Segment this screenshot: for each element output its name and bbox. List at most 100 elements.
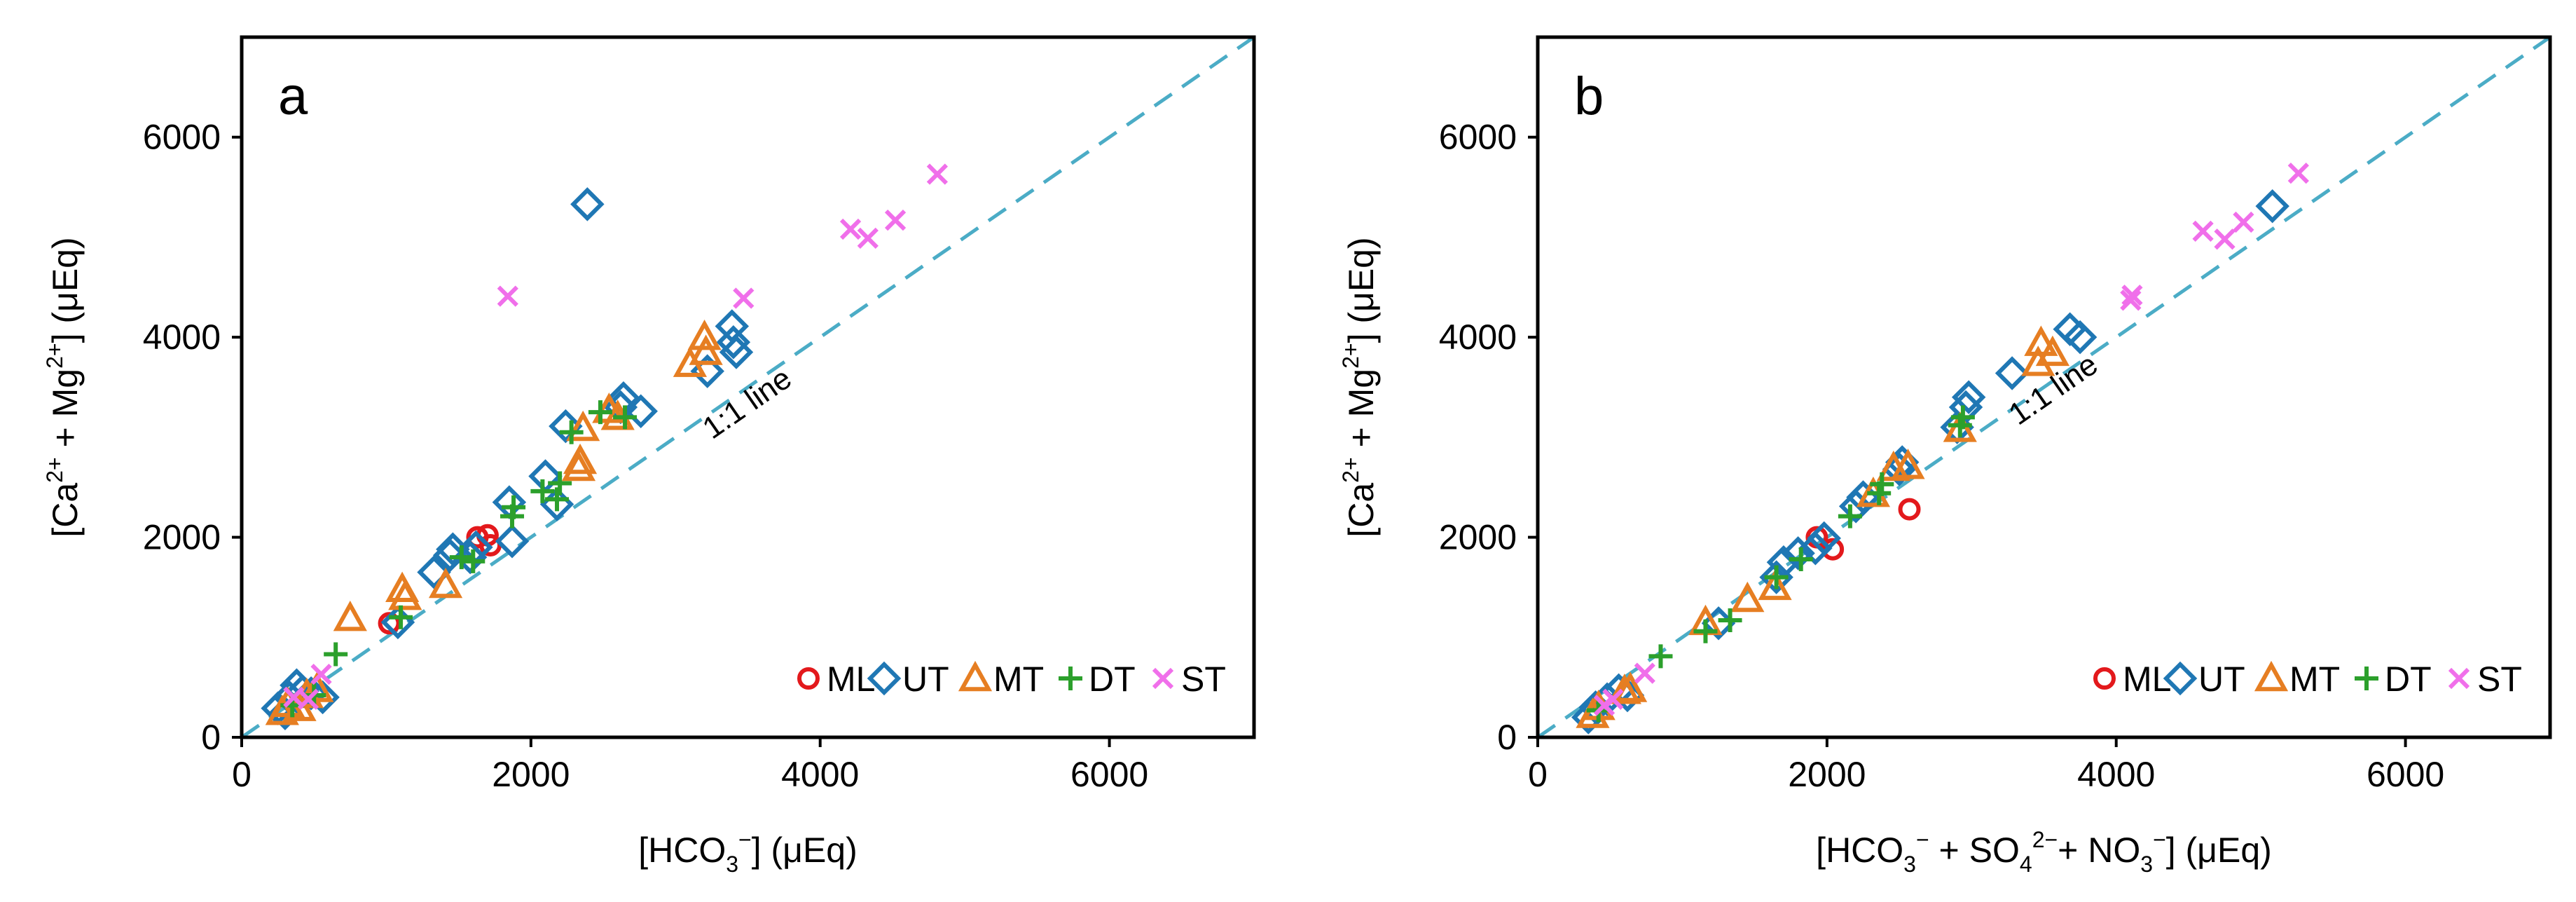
data-point-ut — [719, 335, 754, 369]
legend-marker-st — [2448, 667, 2470, 690]
data-point-dt — [613, 405, 638, 430]
data-point-ut — [492, 485, 527, 519]
y-tick-label: 2000 — [143, 518, 221, 557]
data-point-ut — [549, 409, 583, 444]
data-point-dt — [588, 400, 612, 425]
legend-label-ut: UT — [902, 660, 949, 699]
x-axis-label: [HCO3−] (μEq) — [638, 827, 857, 877]
data-point-mt — [563, 443, 598, 474]
data-point-dt — [545, 487, 570, 512]
data-point-ut — [1798, 531, 1833, 566]
x-tick-label: 4000 — [781, 755, 859, 794]
data-point-dt — [1718, 608, 1742, 633]
legend-label-st: ST — [2477, 660, 2522, 699]
legend-label-mt: MT — [993, 660, 1044, 699]
x-tick-label: 2000 — [1788, 755, 1866, 794]
data-point-st — [839, 218, 862, 240]
data-point-ut — [2062, 320, 2098, 355]
data-point-dt — [502, 495, 526, 519]
reference-line-label: 1:1 line — [696, 361, 798, 446]
chart-panel-a: 1:1 line 0 2000 4000 6000 0 2000 4000 6000 a [HCO3… — [42, 35, 1256, 877]
legend-marker-dt — [2355, 667, 2378, 690]
data-point-ut — [528, 459, 563, 493]
chart-panel-b: 1:1 line 0 2000 4000 6000 0 2000 4000 6000 b [HCO3… — [1338, 35, 2552, 877]
y-tick-label: 0 — [201, 718, 221, 757]
data-point-ut — [495, 524, 530, 559]
legend-marker-mt — [958, 660, 993, 692]
data-point-st — [2121, 285, 2143, 306]
data-point-dt — [449, 545, 474, 570]
series-dt — [1586, 405, 1975, 723]
data-point-mt — [300, 671, 334, 702]
y-tick-label: 4000 — [1439, 317, 1517, 357]
legend: ML UT MT DT ST — [797, 660, 1226, 699]
series-mt — [265, 319, 723, 725]
data-point-dt — [1648, 644, 1673, 669]
data-point-st — [2120, 289, 2142, 311]
data-point-dt — [1693, 619, 1718, 643]
data-point-st — [297, 688, 319, 710]
y-axis-label: [Ca2+ + Mg2+] (μEq) — [42, 237, 85, 537]
data-point-dt — [461, 549, 485, 573]
data-point-ml — [1898, 498, 1921, 521]
x-tick-label: 6000 — [2367, 755, 2444, 794]
data-point-dt — [1870, 472, 1894, 496]
data-point-dt — [1764, 565, 1789, 589]
data-point-mt — [1943, 411, 1977, 442]
legend-label-ml: ML — [827, 660, 875, 699]
data-point-ut — [2255, 189, 2289, 224]
data-point-mt — [333, 600, 367, 631]
data-point-ut — [1995, 356, 2030, 390]
legend-marker-ut — [867, 661, 902, 696]
data-point-mt — [566, 410, 600, 442]
legend-label-mt: MT — [2289, 660, 2340, 699]
x-tick-label: 0 — [1528, 755, 1548, 794]
series-dt — [280, 400, 638, 718]
panel-label: b — [1574, 67, 1604, 126]
data-point-mt — [2024, 325, 2058, 356]
y-tick-label: 2000 — [1439, 518, 1517, 557]
data-point-st — [2192, 220, 2214, 242]
legend: ML UT MT DT ST — [2093, 660, 2522, 699]
x-tick-label: 4000 — [2077, 755, 2155, 794]
series-ut — [1571, 189, 2289, 734]
legend-label-dt: DT — [1089, 660, 1136, 699]
data-point-ut — [1838, 489, 1873, 524]
legend-label-dt: DT — [2385, 660, 2432, 699]
data-point-dt — [1950, 405, 1975, 430]
legend-label-ml: ML — [2123, 660, 2171, 699]
series-st — [283, 163, 949, 710]
plot-frame — [240, 35, 1256, 739]
data-point-ut — [1951, 380, 1986, 415]
data-point-mt — [388, 580, 422, 610]
data-point-st — [884, 210, 907, 231]
x-tick-label: 2000 — [492, 755, 570, 794]
data-point-st — [2233, 211, 2254, 233]
data-point-st — [497, 285, 518, 307]
data-point-mt — [2035, 335, 2069, 367]
y-tick-label: 0 — [1497, 718, 1517, 757]
data-point-dt — [389, 605, 413, 629]
y-tick-label: 6000 — [1439, 118, 1517, 157]
data-point-ut — [716, 325, 751, 360]
panel-label: a — [278, 67, 308, 126]
series-st — [1593, 162, 2309, 716]
data-point-mt — [689, 334, 723, 365]
data-point-st — [1602, 688, 1624, 710]
y-tick-label: 6000 — [143, 118, 221, 157]
x-axis-label: [HCO3− + SO42−+ NO3−] (μEq) — [1816, 827, 2272, 877]
data-point-ut — [624, 394, 658, 428]
data-point-dt — [1789, 547, 1813, 571]
data-point-mt — [561, 450, 596, 481]
data-point-ut — [1807, 521, 1841, 556]
data-point-dt — [530, 479, 555, 503]
legend-marker-ut — [2163, 661, 2198, 696]
data-point-st — [2287, 162, 2309, 184]
y-tick-label: 4000 — [143, 317, 221, 357]
data-point-dt — [324, 642, 348, 667]
data-point-ut — [417, 555, 451, 589]
legend-marker-ml — [2093, 667, 2116, 690]
data-point-st — [310, 663, 332, 685]
data-point-mt — [1730, 581, 1765, 613]
